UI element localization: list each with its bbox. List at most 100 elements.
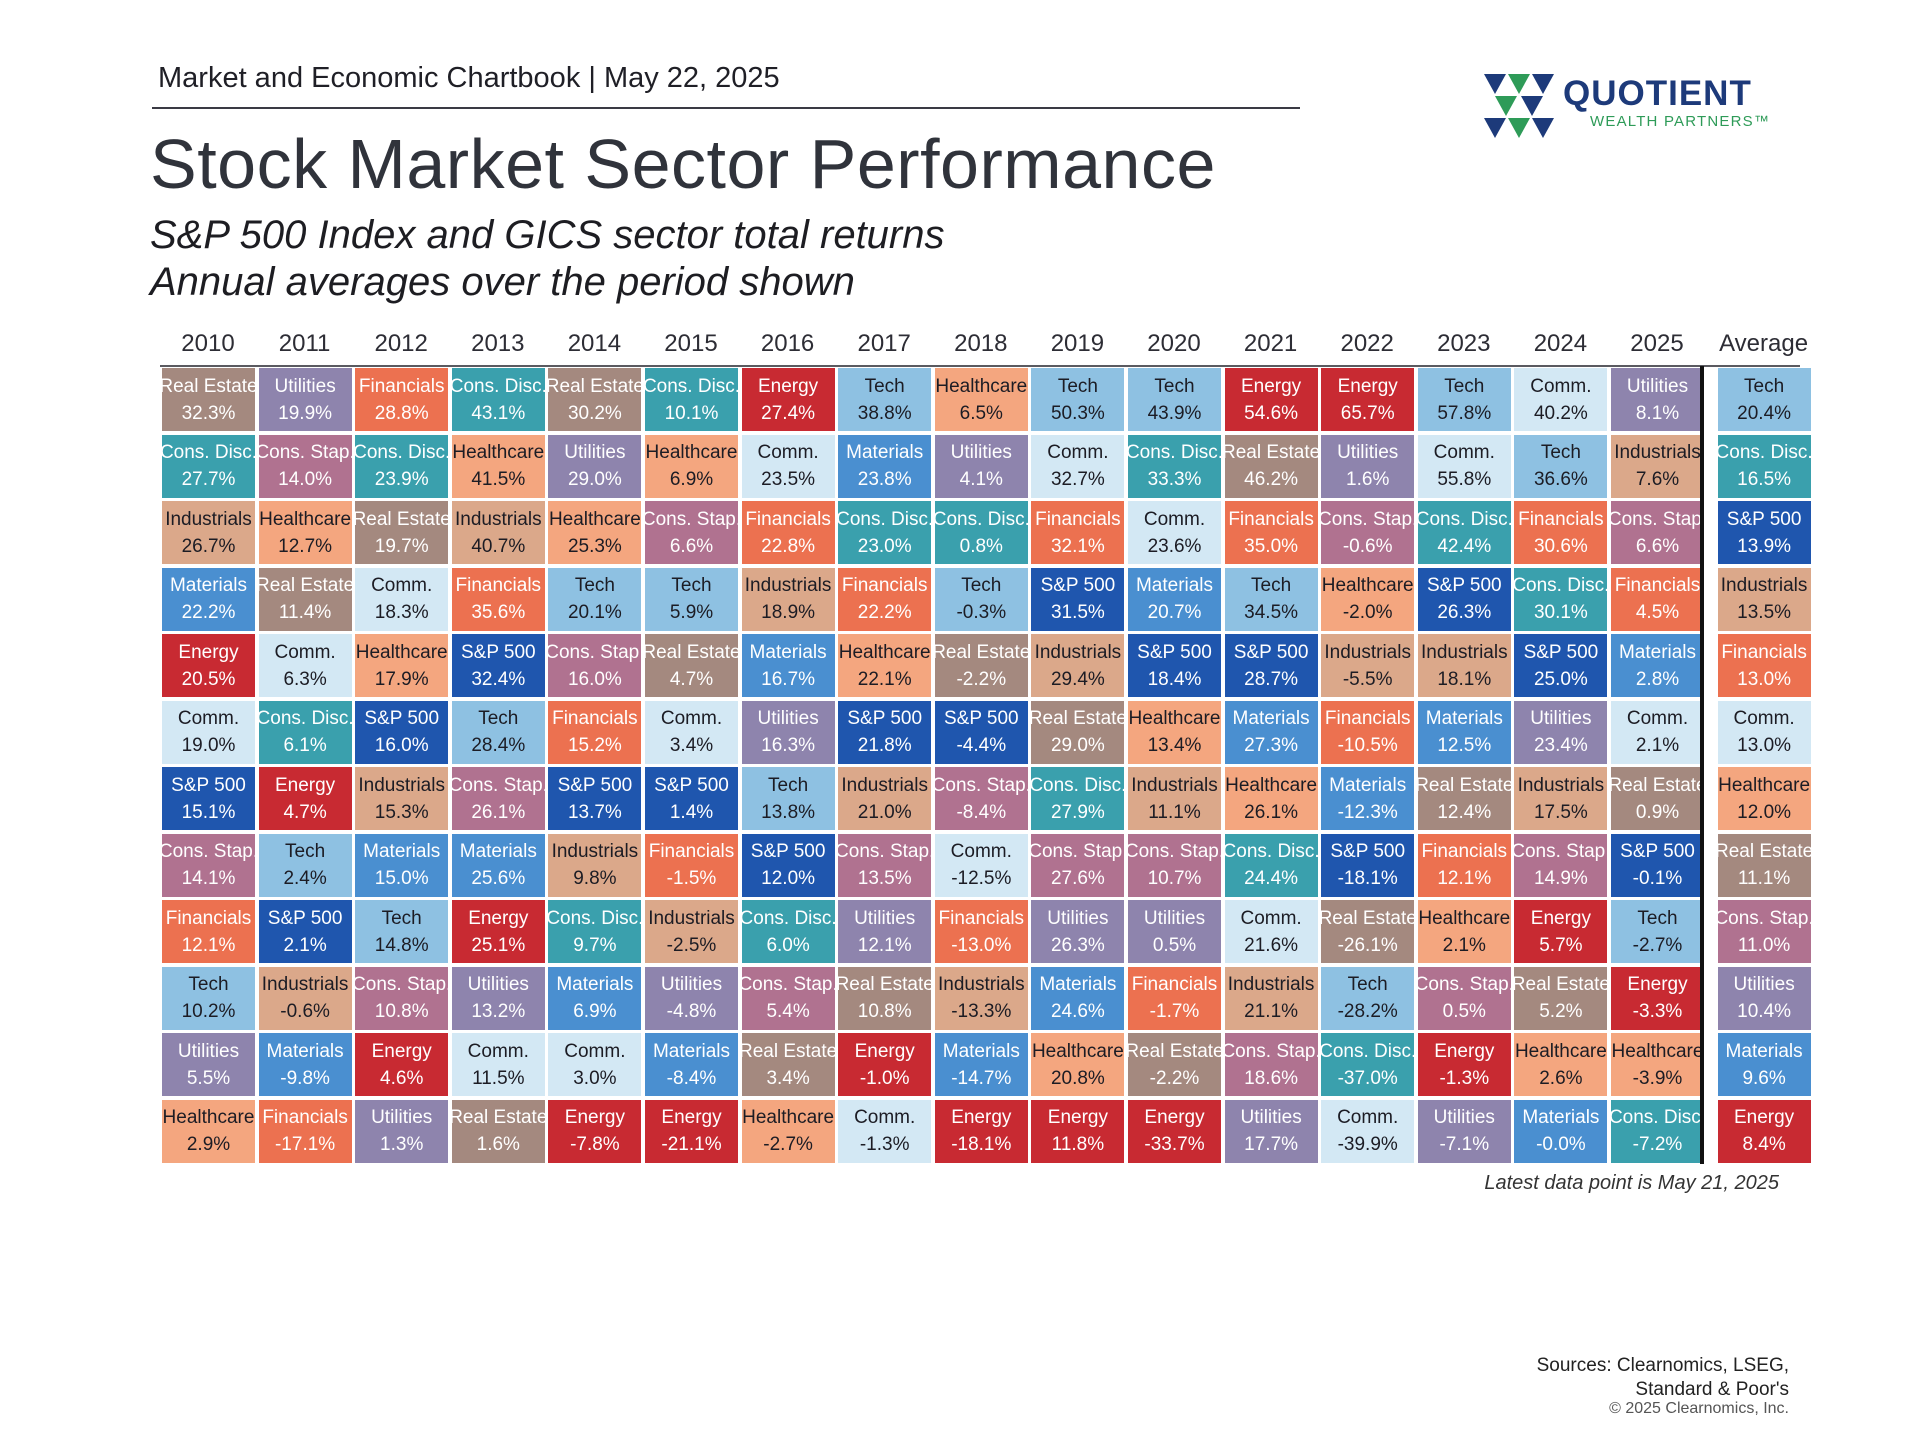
sector-return: 18.4%: [1147, 668, 1202, 690]
sector-cell: Utilities 16.3%: [741, 700, 835, 764]
sector-name: Healthcare: [259, 508, 352, 530]
sector-cell: Healthcare 2.9%: [162, 1099, 255, 1163]
sector-cell: Comm. 55.8%: [1417, 434, 1511, 498]
sector-name: Energy: [1337, 375, 1398, 397]
sector-return: 32.7%: [1050, 469, 1105, 490]
sector-return: 34.5%: [1244, 602, 1299, 623]
sector-return: 32.1%: [1050, 535, 1105, 557]
sector-return: 9.8%: [573, 868, 617, 889]
sector-name: Materials: [1039, 974, 1117, 995]
sector-name: Materials: [749, 641, 827, 663]
sector-return: 12.1%: [857, 934, 912, 956]
sector-return: 20.5%: [181, 668, 236, 690]
sector-return: 27.6%: [1050, 868, 1105, 889]
sector-cell: Utilities 13.2%: [451, 966, 545, 1030]
column-header-2020: 2020: [1147, 330, 1201, 357]
sector-return: 2.1%: [1635, 735, 1680, 756]
sector-return: 18.9%: [761, 602, 816, 623]
sector-name: Industrials: [358, 774, 445, 796]
sector-name: Tech: [1154, 375, 1195, 397]
sector-cell: Cons. Disc. 42.4%: [1417, 501, 1511, 564]
sector-name: S&P 500: [654, 774, 729, 796]
sector-cell: S&P 500 31.5%: [1031, 567, 1125, 631]
sector-cell: Healthcare 12.7%: [258, 501, 352, 564]
sector-name: Financials: [1131, 974, 1218, 995]
sector-return: 14.1%: [181, 868, 236, 889]
sector-cell: Healthcare 22.1%: [838, 634, 932, 697]
sector-name: Energy: [564, 1107, 625, 1128]
sector-return: 3.4%: [669, 735, 714, 756]
sector-name: Utilities: [1337, 442, 1399, 463]
sector-cell: Comm. 6.3%: [258, 634, 352, 697]
sector-return: 23.9%: [374, 469, 429, 490]
sector-return: 18.6%: [1244, 1067, 1299, 1089]
sector-name: Cons. Disc.: [1128, 442, 1221, 463]
sector-return: 35.6%: [471, 602, 526, 623]
sector-cell: Industrials -13.3%: [934, 966, 1028, 1030]
sector-return: 6.6%: [669, 535, 714, 557]
sector-cell: Tech 5.9%: [645, 567, 738, 631]
sector-name: Comm.: [1733, 708, 1795, 729]
sector-cell: Healthcare 6.5%: [934, 368, 1028, 431]
sector-return: 0.5%: [1152, 934, 1197, 956]
sector-cell: Comm. 23.5%: [741, 434, 835, 498]
sector-cell: Utilities 8.1%: [1611, 368, 1704, 431]
sector-cell: Financials 12.1%: [162, 900, 255, 963]
sector-cell: Industrials -2.5%: [645, 900, 738, 963]
sector-name: Cons. Stap.: [1128, 841, 1221, 862]
sector-cell: Energy -18.1%: [934, 1099, 1028, 1163]
sector-name: Financials: [1035, 508, 1121, 530]
sector-cell: Real Estate -2.2%: [1128, 1033, 1221, 1096]
sector-cell: Utilities 5.5%: [162, 1033, 255, 1096]
sector-cell: Tech 57.8%: [1417, 368, 1511, 431]
sector-name: Cons. Disc.: [1224, 841, 1318, 862]
sector-return: 26.3%: [1437, 602, 1492, 623]
sector-name: Utilities: [177, 1040, 240, 1062]
sector-name: Industrials: [1324, 641, 1411, 663]
sector-cell: Real Estate 4.7%: [645, 634, 738, 697]
sector-return: 9.6%: [1742, 1067, 1786, 1089]
sector-return: 25.3%: [567, 535, 622, 557]
sector-cell: Utilities 29.0%: [548, 434, 642, 498]
sector-cell: Real Estate 10.8%: [838, 966, 932, 1030]
sector-cell: Healthcare 2.6%: [1514, 1033, 1608, 1096]
sector-cell: Financials 35.6%: [451, 567, 545, 631]
sector-cell: Industrials 9.8%: [548, 833, 642, 897]
sector-return: 13.5%: [857, 868, 912, 889]
sector-cell: S&P 500 -18.1%: [1321, 833, 1415, 897]
sector-name: Real Estate: [258, 575, 352, 596]
sector-name: S&P 500: [460, 641, 536, 663]
sector-cell: Tech -28.2%: [1321, 966, 1415, 1030]
sector-cell: Comm. -12.5%: [934, 833, 1028, 897]
sector-return: -1.3%: [859, 1134, 910, 1155]
sector-return: 23.6%: [1147, 535, 1202, 557]
sector-cell: Energy -33.7%: [1128, 1099, 1221, 1163]
sector-return: 2.6%: [1539, 1067, 1583, 1089]
sector-cell: Tech -2.7%: [1611, 900, 1704, 963]
sector-return: -33.7%: [1144, 1134, 1205, 1155]
sector-cell: S&P 500 16.0%: [355, 700, 449, 764]
sector-cell: Cons. Stap. 13.5%: [838, 833, 932, 897]
sector-cell: Real Estate -2.2%: [934, 634, 1028, 697]
sector-name: Utilities: [371, 1107, 433, 1128]
sector-name: Cons. Stap.: [162, 841, 255, 862]
sector-name: Cons. Disc.: [934, 508, 1028, 530]
subtitle-line-2: Annual averages over the period shown: [150, 260, 855, 304]
sector-cell: S&P 500 -0.1%: [1611, 833, 1704, 897]
column-header-2018: 2018: [954, 330, 1008, 357]
sector-return: 14.8%: [374, 934, 429, 956]
sector-return: 16.5%: [1737, 469, 1792, 490]
sector-name: Real Estate: [1224, 442, 1318, 463]
sector-cell: Comm. -1.3%: [838, 1099, 932, 1163]
sources-line-2: Standard & Poor's: [1635, 1379, 1789, 1400]
sector-return: -14.7%: [951, 1067, 1012, 1089]
sector-cell: Cons. Disc. 23.0%: [838, 501, 932, 564]
sector-return: 15.1%: [181, 801, 236, 823]
sector-name: Materials: [1618, 641, 1697, 663]
sector-cell: Materials 22.2%: [162, 567, 255, 631]
column-header-average: Average: [1719, 330, 1809, 357]
sector-name: Real Estate: [355, 508, 449, 530]
sector-name: Cons. Stap.: [258, 442, 352, 463]
sector-name: Real Estate: [1128, 1040, 1221, 1062]
sector-name: Real Estate: [1031, 708, 1125, 729]
